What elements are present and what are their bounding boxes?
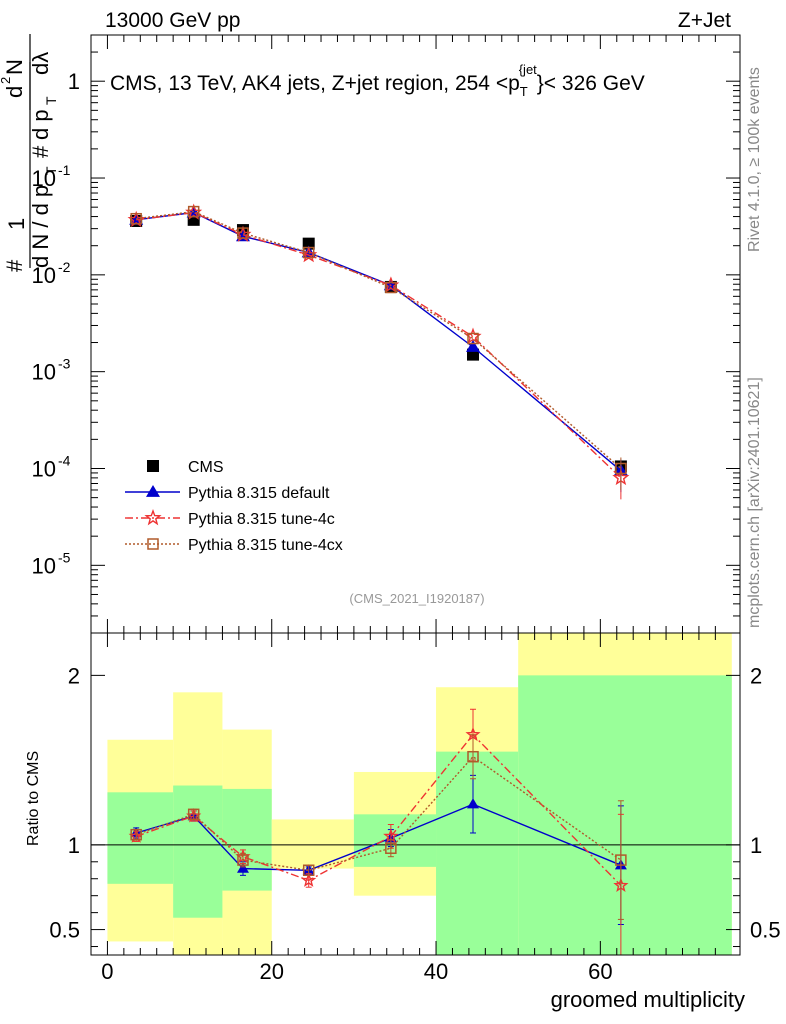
ylabel-T2: T — [43, 96, 59, 105]
y-tick-label: 1 — [68, 833, 80, 858]
green-band — [173, 785, 223, 918]
ratio-point — [467, 798, 480, 809]
bottom-series-layer — [128, 708, 629, 956]
data-point — [237, 227, 249, 239]
legend: CMS Pythia 8.315 default Pythia 8.315 tune… — [125, 459, 343, 554]
ratio-point — [383, 828, 399, 843]
green-band — [222, 788, 272, 891]
x-tick-label: 0 — [101, 959, 113, 984]
y-tick-exp: -3 — [58, 356, 71, 372]
title-sup: {jet — [519, 62, 537, 77]
y-tick-label: 10 — [32, 263, 56, 288]
y-tick-label-right: 0.5 — [750, 918, 781, 943]
x-tick-label: 20 — [259, 959, 283, 984]
y-tick-label-right: 2 — [750, 663, 762, 688]
bottom-axes: 0 20 40 60 0.5 0.5 1 1 2 2 — [49, 632, 781, 984]
ylabel-dpT: d p — [28, 109, 53, 140]
y-tick-label: 1 — [68, 69, 80, 94]
title-sub: T — [520, 84, 528, 99]
data-point — [467, 332, 479, 345]
legend-marker — [147, 538, 159, 550]
y-tick-exp: -4 — [58, 452, 71, 468]
bottom-ylabel: Ratio to CMS — [25, 751, 42, 846]
x-tick-label: 40 — [424, 959, 448, 984]
yellow-band — [271, 819, 354, 869]
y-tick-label: 10 — [32, 166, 56, 191]
ylabel-one: 1 — [4, 218, 29, 230]
green-band — [518, 675, 732, 955]
y-tick-label-right: 1 — [750, 833, 762, 858]
y-tick-label: 2 — [68, 663, 80, 688]
ratio-point — [237, 854, 249, 866]
title-tail: }< 326 GeV — [537, 72, 645, 95]
y-tick-label: 10 — [32, 456, 56, 481]
ylabel-d2N: d — [2, 86, 27, 98]
top-watermark: (CMS_2021_I1920187) — [349, 591, 484, 606]
data-point — [302, 246, 315, 259]
data-point — [615, 462, 627, 475]
top-plot: 110-110-210-310-410-5 CMS, 13 TeV, AK4 j… — [0, 34, 741, 634]
y-tick-label: 10 — [32, 553, 56, 578]
y-tick-label: 0.5 — [49, 918, 80, 943]
ylabel-N: N — [2, 59, 27, 75]
y-tick-label: 10 — [32, 360, 56, 385]
data-point — [466, 339, 481, 352]
ylabel-hash-mid: # — [28, 145, 53, 158]
series-line-2 — [136, 211, 622, 479]
bottom-frame — [90, 632, 741, 956]
top-title: CMS, 13 TeV, AK4 jets, Z+jet region, 254… — [110, 62, 645, 99]
legend-label: Pythia 8.315 tune-4cx — [188, 537, 343, 554]
ratio-point — [236, 862, 249, 873]
ratio-point — [302, 864, 315, 877]
green-band — [436, 751, 519, 955]
ratio-bands — [91, 633, 740, 955]
ylabel-d2N-sup: 2 — [0, 77, 13, 84]
header-left: 13000 GeV pp — [105, 9, 240, 32]
rivet-label: Rivet 4.1.0, ≥ 100k events — [746, 67, 763, 252]
bottom-plot: 0 20 40 60 0.5 0.5 1 1 2 2 Ratio to CMS groomed m… — [25, 632, 781, 1012]
legend-marker — [144, 508, 162, 526]
ylabel-hash-left: # — [2, 259, 27, 272]
ratio-point — [467, 750, 479, 763]
ratio-point — [615, 854, 627, 866]
legend-label: Pythia 8.315 tune-4c — [188, 511, 335, 528]
series-line-3 — [136, 210, 622, 470]
header-right: Z+Jet — [678, 9, 731, 32]
x-tick-label: 60 — [588, 959, 612, 984]
ylabel-dlambda: dλ — [28, 52, 53, 75]
ylabel-dN: d N / d p — [28, 185, 53, 268]
legend-marker — [147, 460, 159, 472]
legend-marker — [146, 485, 160, 497]
top-series-layer — [127, 203, 630, 500]
green-band — [107, 792, 174, 884]
y-tick-exp: -5 — [58, 549, 71, 565]
top-y-label: 1 d N / d p T # # d 2 N d p T dλ — [0, 34, 59, 272]
data-point — [187, 205, 200, 218]
data-point — [302, 237, 315, 250]
mcplots-label: mcplots.cern.ch [arXiv:2401.10621] — [746, 377, 763, 628]
y-tick-exp: -2 — [58, 259, 71, 275]
ylabel-T1: T — [43, 166, 59, 175]
ratio-point — [130, 828, 142, 841]
data-point — [130, 212, 142, 225]
title-main: CMS, 13 TeV, AK4 jets, Z+jet region, 254… — [110, 72, 520, 95]
ratio-point — [301, 872, 317, 887]
legend-label: Pythia 8.315 default — [188, 485, 330, 502]
series-line-1 — [136, 211, 622, 472]
data-point — [385, 281, 397, 294]
legend-label: CMS — [188, 459, 224, 476]
ratio-point — [385, 842, 397, 854]
ratio-point — [187, 808, 200, 821]
bottom-xlabel: groomed multiplicity — [551, 987, 745, 1012]
y-tick-exp: -1 — [58, 162, 71, 178]
